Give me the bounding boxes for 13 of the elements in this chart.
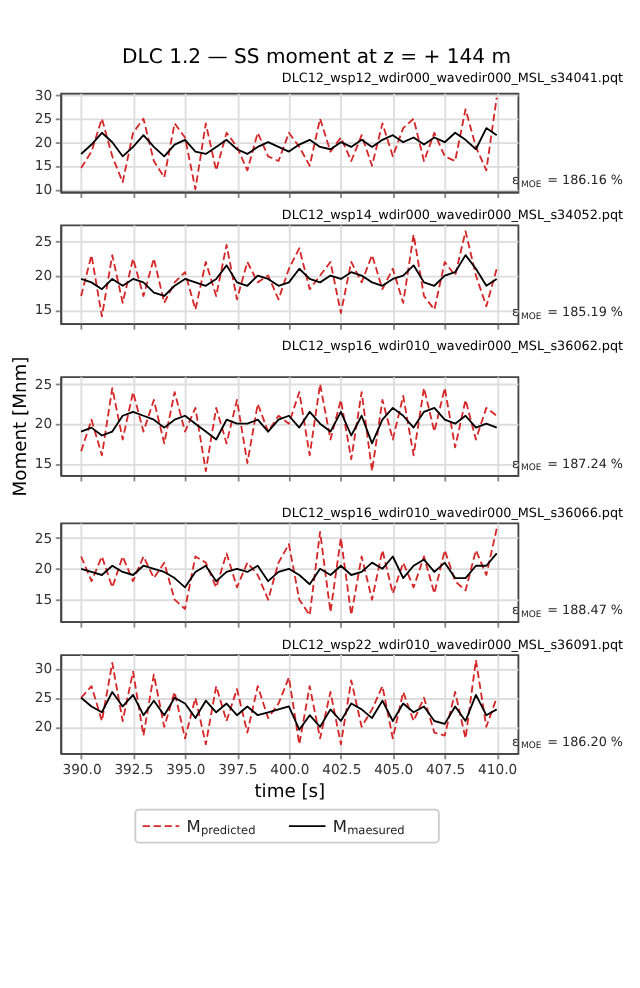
line-series: [80, 406, 498, 445]
line-series: [80, 254, 498, 297]
line-series: [80, 659, 498, 746]
y-axis-title: Moment [Mnm]: [11, 356, 32, 497]
line-series: [80, 230, 498, 318]
line-series: [80, 691, 498, 731]
line-series: [80, 527, 498, 617]
line-series: [80, 96, 498, 191]
x-axis-title: time [s]: [254, 782, 326, 803]
line-series: [80, 383, 498, 472]
line-series: [80, 552, 498, 589]
chart-title: DLC 1.2 — SS moment at z = + 144 m: [122, 47, 511, 70]
line-series: [80, 127, 498, 158]
